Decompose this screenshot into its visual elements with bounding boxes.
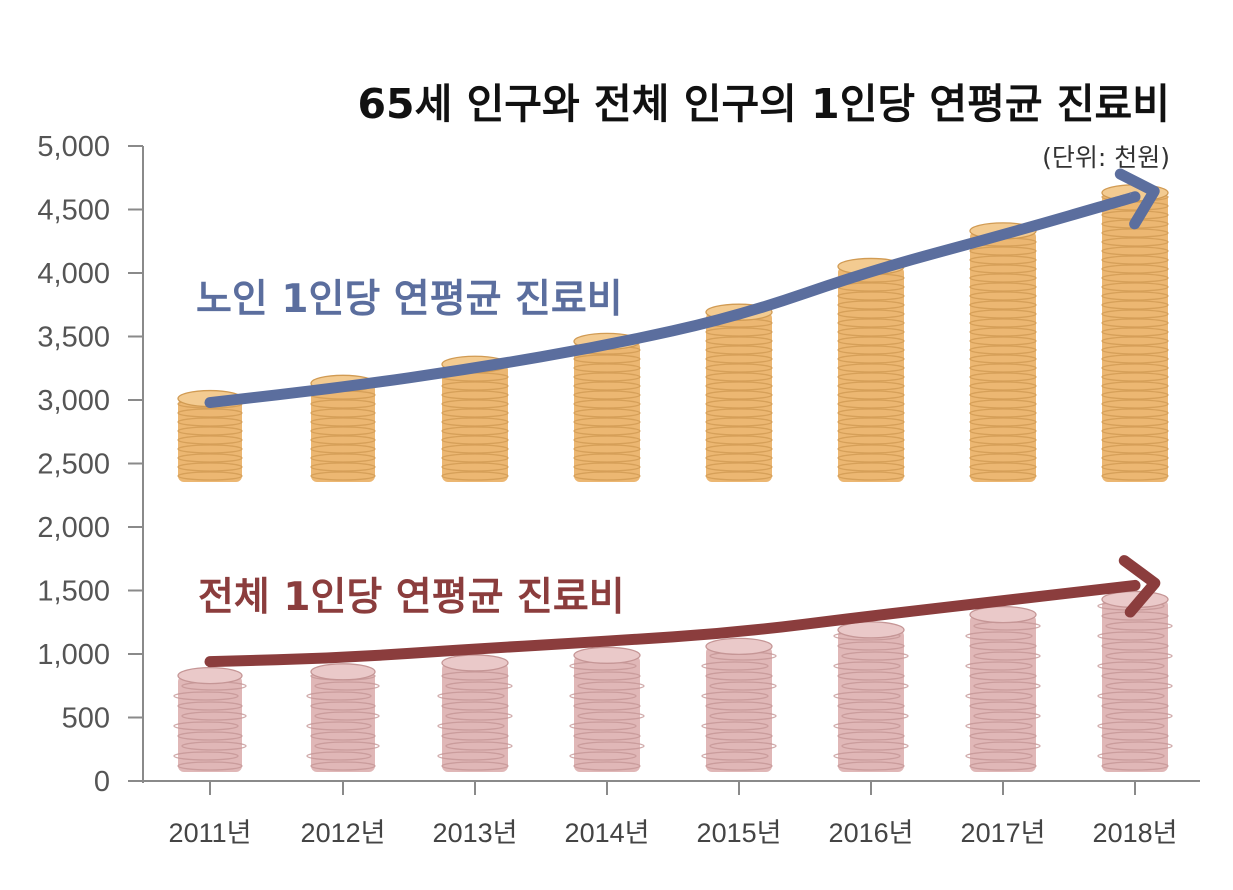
coin-stack-elderly [441, 355, 509, 482]
axes [142, 146, 1200, 783]
coin-stack-elderly [969, 222, 1037, 482]
series-lines [204, 168, 1161, 668]
chart-title: 65세 인구와 전체 인구의 1인당 연평균 진료비 [358, 80, 1170, 128]
coin-stack-elderly [705, 303, 773, 482]
y-tick-label: 0 [94, 766, 110, 798]
coin-stack-total [833, 621, 909, 772]
series-label-total: 전체 1인당 연평균 진료비 [198, 575, 625, 620]
series-label-elderly: 노인 1인당 연평균 진료비 [196, 277, 623, 322]
coin-stack-elderly [573, 332, 641, 482]
coin-stack-total [306, 663, 380, 772]
coin-stack-total [173, 666, 247, 772]
series-line-total [204, 579, 1141, 668]
y-tick-label: 4,000 [37, 258, 110, 290]
y-tick-label: 3,000 [37, 385, 110, 417]
x-tick-label: 2015년 [697, 818, 782, 848]
x-tick-label: 2018년 [1093, 818, 1178, 848]
coin-stack-total [569, 646, 645, 772]
coin-stack-total [701, 637, 777, 772]
x-tick-label: 2012년 [301, 818, 386, 848]
coin-stack-total [437, 654, 513, 772]
coin-stack-elderly [1101, 184, 1169, 483]
series-line-total-arrowhead [1118, 555, 1161, 618]
y-tick-label: 3,500 [37, 322, 110, 354]
coin-stacks [173, 184, 1173, 772]
series-line-elderly-arrowhead [1114, 168, 1160, 230]
y-tick-label: 2,000 [37, 512, 110, 544]
x-tick-label: 2017년 [961, 818, 1046, 848]
y-tick-label: 2,500 [37, 449, 110, 481]
coin-stack-total [1097, 590, 1173, 772]
x-tick-label: 2014년 [565, 818, 650, 848]
y-tick-label: 500 [62, 703, 110, 735]
x-tick-label: 2013년 [433, 818, 518, 848]
coin-stack-total [965, 606, 1041, 772]
x-axis-ticks: 2011년 2012년 2013년 2014년 2015년 2016년 2017년 2018년 [169, 781, 1178, 848]
y-tick-label: 1,500 [37, 576, 110, 608]
coin-stack-elderly [837, 257, 905, 482]
x-tick-label: 2011년 [169, 818, 252, 848]
x-tick-label: 2016년 [829, 818, 914, 848]
y-tick-label: 5,000 [37, 131, 110, 163]
series-line-elderly [204, 191, 1141, 409]
y-tick-label: 1,000 [37, 639, 110, 671]
unit-label: (단위: 천원) [1042, 143, 1170, 172]
y-axis-ticks: 0 500 1,000 1,500 2,000 2,500 3,000 3,500 4,000 4… [37, 131, 143, 798]
y-tick-label: 4,500 [37, 195, 110, 227]
